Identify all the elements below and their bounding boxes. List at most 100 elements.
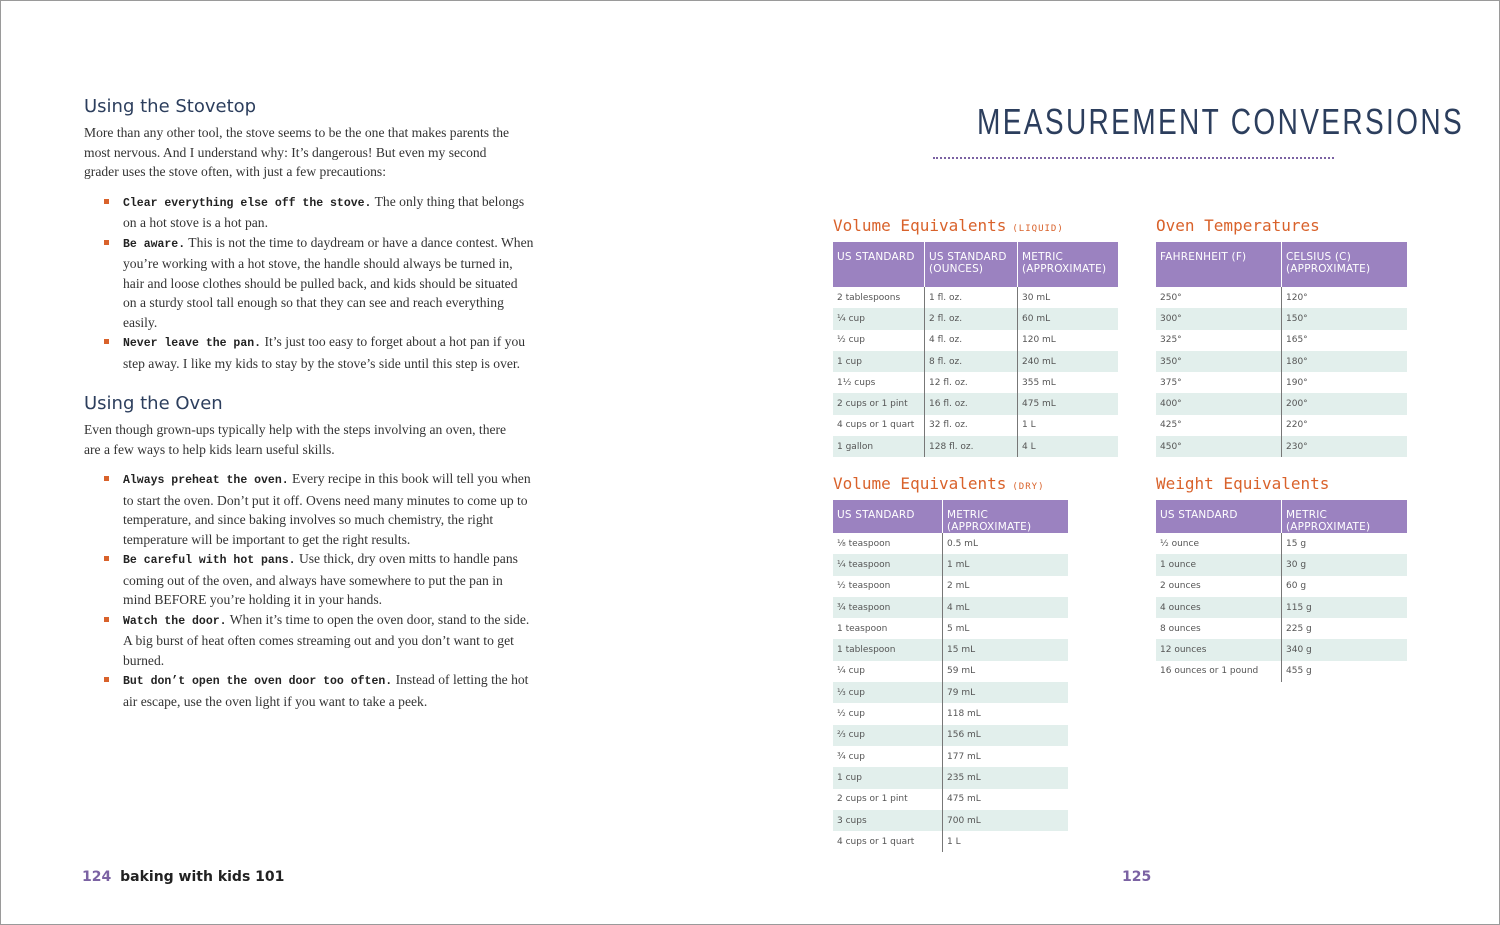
table-cell: 2 cups or 1 pint xyxy=(833,788,943,810)
bullet-text: This is not the time to daydream or have… xyxy=(123,234,534,330)
table-row: 4 cups or 1 quart 1 L xyxy=(833,831,1068,853)
table-row: ¼ teaspoon 1 mL xyxy=(833,554,1068,576)
table-cell: 12 ounces xyxy=(1156,639,1282,661)
table-cell: 156 mL xyxy=(942,724,1068,746)
table-cell: 2 fl. oz. xyxy=(924,308,1018,330)
bullet-lead: But don’t open the oven door too often. xyxy=(123,675,393,688)
header-row: US STANDARD US STANDARD (OUNCES) METRIC (A… xyxy=(833,242,1118,287)
table-row: 250° 120° xyxy=(1156,287,1407,309)
table-cell: 8 ounces xyxy=(1156,618,1282,640)
table-cell: 2 tablespoons xyxy=(833,287,925,309)
header-row: US STANDARD METRIC (APPROXIMATE) xyxy=(833,500,1068,533)
table-row: ⅛ teaspoon 0.5 mL xyxy=(833,533,1068,555)
header-row: FAHRENHEIT (F) CELSIUS (C) (APPROXIMATE) xyxy=(1156,242,1407,287)
table-cell: 340 g xyxy=(1281,639,1407,661)
table-cell: 115 g xyxy=(1281,596,1407,619)
table-cell: 120 mL xyxy=(1022,335,1056,346)
table-cell: 1 ounce xyxy=(1156,554,1282,576)
table-row: ¾ cup 177 mL xyxy=(833,745,1068,768)
table-row: 1 tablespoon 15 mL xyxy=(833,639,1068,661)
table-cell: 2 mL xyxy=(947,581,970,592)
bullet-item: Always preheat the oven. Every recipe in… xyxy=(84,469,534,549)
bullet-text: Use thick, dry oven mitts to handle pans… xyxy=(123,551,518,607)
conversion-table: Volume Equivalents (DRY) US STANDARD METRIC… xyxy=(833,474,1068,853)
table-cell: ⅛ teaspoon xyxy=(833,533,943,555)
table-cell: 355 mL xyxy=(1022,377,1056,388)
table-cell: 3 cups xyxy=(833,809,943,832)
table: FAHRENHEIT (F) CELSIUS (C) (APPROXIMATE) 2… xyxy=(1156,242,1407,458)
header-cell: FAHRENHEIT (F) xyxy=(1156,242,1282,287)
table-row: ½ cup 4 fl. oz. 120 mL xyxy=(833,329,1118,351)
bullet-item: Watch the door. When it’s time to open t… xyxy=(84,610,534,671)
header-cell: METRIC (APPROXIMATE) xyxy=(1017,242,1118,287)
table-row: 1 gallon 128 fl. oz. 4 L xyxy=(833,436,1118,458)
bullet-lead: Never leave the pan. xyxy=(123,337,262,350)
table-cell: 1 mL xyxy=(942,554,1068,576)
table-cell: 375° xyxy=(1156,372,1282,394)
table-row: 12 ounces 340 g xyxy=(1156,639,1407,661)
table-cell: 4 ounces xyxy=(1156,596,1282,619)
table-row: ¼ cup 2 fl. oz. 60 mL xyxy=(833,308,1118,330)
bullet-item: Clear everything else off the stove. The… xyxy=(84,192,534,233)
table-cell: 4 L xyxy=(1017,436,1118,458)
table: US STANDARD METRIC (APPROXIMATE) ½ ounce 15… xyxy=(1156,500,1407,683)
table-cell: 30 g xyxy=(1281,554,1407,576)
table-row: 2 tablespoons 1 fl. oz. 30 mL xyxy=(833,287,1118,309)
table-cell: 4 mL xyxy=(942,596,1068,619)
bullet-lead: Be careful with hot pans. xyxy=(123,554,296,567)
header-cell: CELSIUS (C) (APPROXIMATE) xyxy=(1281,242,1407,287)
table-title: Oven Temperatures xyxy=(1156,216,1407,242)
table-row: 16 ounces or 1 pound 455 g xyxy=(1156,660,1407,683)
table-cell: 425° xyxy=(1156,414,1282,437)
table-cell: 250° xyxy=(1156,287,1282,309)
table-title: Weight Equivalents xyxy=(1156,474,1407,500)
table-cell: 32 fl. oz. xyxy=(924,414,1018,437)
table-cell: 177 mL xyxy=(947,751,981,762)
bullet-lead: Always preheat the oven. xyxy=(123,474,289,487)
table-cell: 5 mL xyxy=(947,623,970,634)
table-cell: 1 cup xyxy=(833,767,943,789)
header-cell: US STANDARD (OUNCES) xyxy=(924,242,1018,287)
bullet-text: Instead of letting the hot air escape, u… xyxy=(123,672,529,709)
header-cell: US STANDARD xyxy=(1156,500,1282,533)
table-cell: 1½ cups xyxy=(833,372,925,394)
table-row: 1½ cups 12 fl. oz. 355 mL xyxy=(833,372,1118,394)
table-note: (LIQUID) xyxy=(1012,224,1064,234)
table-cell: ½ teaspoon xyxy=(833,575,943,597)
bullet-item: Never leave the pan. It’s just too easy … xyxy=(84,332,534,373)
table-row: 450° 230° xyxy=(1156,436,1407,458)
header-cell: US STANDARD xyxy=(833,242,925,287)
table-title: Volume Equivalents (DRY) xyxy=(833,474,1068,500)
bullet-item: Be aware. This is not the time to daydre… xyxy=(84,233,534,333)
bullet-item: But don’t open the oven door too often. … xyxy=(84,670,534,711)
bullet-text: It’s just too easy to forget about a hot… xyxy=(123,334,526,371)
table-cell: 4 cups or 1 quart xyxy=(833,831,943,853)
bullet-text: When it’s time to open the oven door, st… xyxy=(123,611,530,668)
table-cell: ½ ounce xyxy=(1156,533,1282,555)
header-cell: METRIC (APPROXIMATE) xyxy=(942,500,1068,533)
conversion-table: Oven Temperatures FAHRENHEIT (F) CELSIUS (… xyxy=(1156,216,1407,458)
bullet-list: Clear everything else off the stove. The… xyxy=(84,192,534,374)
table-cell: 190° xyxy=(1286,377,1308,388)
table-cell: 60 mL xyxy=(1017,308,1118,330)
table-row: ¼ cup 59 mL xyxy=(833,660,1068,683)
table-cell: 15 mL xyxy=(942,639,1068,661)
table-cell: 2 ounces xyxy=(1156,575,1282,597)
table-cell: 1 teaspoon xyxy=(833,618,943,640)
table-row: ½ cup 118 mL xyxy=(833,703,1068,725)
table-row: ½ ounce 15 g xyxy=(1156,533,1407,555)
table-row: 2 cups or 1 pint 475 mL xyxy=(833,788,1068,810)
table-cell: 4 fl. oz. xyxy=(924,329,1018,351)
table-cell: 220° xyxy=(1286,420,1308,431)
table-cell: 16 ounces or 1 pound xyxy=(1156,660,1282,683)
table-cell: 30 mL xyxy=(1022,292,1051,303)
table-title-text: Volume Equivalents xyxy=(833,216,1007,235)
left-footer: 124 baking with kids 101 xyxy=(82,869,284,885)
table-cell: 235 mL xyxy=(942,767,1068,789)
page-number: 124 xyxy=(82,869,112,885)
table-title-text: Volume Equivalents xyxy=(833,474,1007,493)
left-page: Using the Stovetop More than any other to… xyxy=(84,96,534,731)
table-row: 2 cups or 1 pint 16 fl. oz. 475 mL xyxy=(833,393,1118,415)
table-cell: 2 cups or 1 pint xyxy=(833,393,925,415)
